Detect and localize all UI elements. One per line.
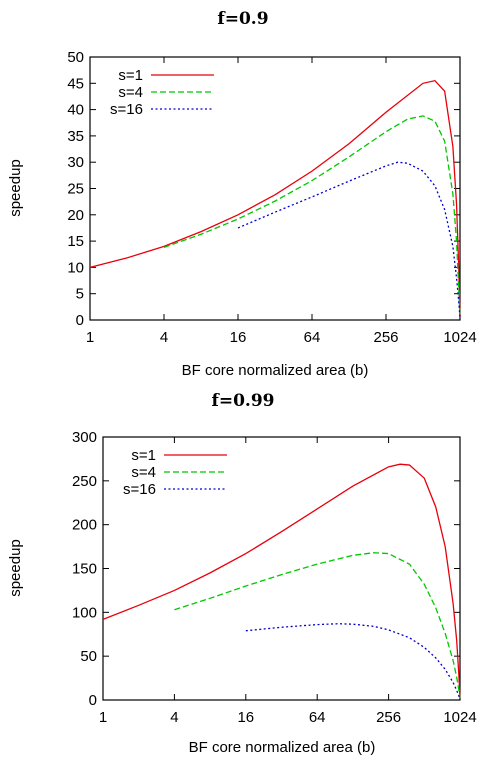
x-tick-label: 64 [309, 709, 326, 726]
y-tick-label: 50 [67, 49, 84, 66]
x-tick-label: 1 [86, 329, 94, 346]
y-axis-label: speedup [7, 539, 24, 597]
series-line-s-1 [102, 463, 461, 699]
series-line-s-16 [237, 161, 461, 318]
legend-label: s=4 [118, 84, 143, 101]
y-axis-label: speedup [7, 159, 24, 217]
series-line-s-4 [163, 115, 461, 318]
x-tick-label: 1024 [443, 329, 476, 346]
legend-label: s=16 [123, 481, 156, 498]
y-tick-label: 0 [76, 312, 84, 329]
x-tick-label: 256 [373, 329, 398, 346]
y-tick-label: 150 [72, 561, 97, 578]
x-tick-label: 16 [230, 329, 247, 346]
y-tick-label: 300 [72, 429, 97, 446]
legend-label: s=4 [131, 464, 156, 481]
y-tick-label: 100 [72, 604, 97, 621]
plot-frame [89, 56, 461, 321]
x-tick-label: 1 [99, 709, 107, 726]
chart-title: f=0.99 [212, 391, 275, 411]
series-line-s-16 [245, 623, 461, 700]
y-tick-label: 0 [89, 692, 97, 709]
legend-label: s=1 [131, 447, 156, 464]
x-axis-label: BF core normalized area (b) [182, 362, 369, 379]
x-tick-label: 1024 [443, 709, 476, 726]
chart-title: f=0.9 [217, 9, 268, 29]
y-tick-label: 35 [67, 128, 84, 145]
legend-label: s=1 [118, 67, 143, 84]
x-tick-label: 4 [170, 709, 178, 726]
y-tick-label: 5 [76, 286, 84, 303]
series-group [89, 79, 461, 318]
y-tick-label: 250 [72, 473, 97, 490]
y-tick-label: 10 [67, 259, 84, 276]
y-tick-label: 25 [67, 181, 84, 198]
x-tick-label: 4 [160, 329, 168, 346]
series-group [102, 463, 461, 700]
series-line-s-4 [174, 552, 461, 699]
y-tick-label: 40 [67, 102, 84, 119]
x-tick-label: 256 [376, 709, 401, 726]
plot-frame [102, 436, 461, 701]
x-tick-label: 64 [304, 329, 321, 346]
chart-f099: f=0.99 0 50 100 150 200 250 300 1 4 16 64 256 1024 s… [7, 391, 477, 756]
y-tick-label: 30 [67, 154, 84, 171]
legend: s=1s=4s=16 [110, 67, 214, 118]
y-tick-label: 15 [67, 233, 84, 250]
axis-ticks: 0 5 10 15 20 25 30 35 40 45 50 1 4 16 64 256 1024 [67, 49, 476, 346]
legend-label: s=16 [110, 101, 143, 118]
x-axis-label: BF core normalized area (b) [189, 739, 376, 756]
y-tick-label: 45 [67, 75, 84, 92]
axis-ticks: 0 50 100 150 200 250 300 1 4 16 64 256 1024 [72, 429, 477, 726]
series-line-s-1 [89, 79, 461, 318]
y-tick-label: 200 [72, 517, 97, 534]
y-tick-label: 20 [67, 207, 84, 224]
y-tick-label: 50 [80, 648, 97, 665]
legend: s=1s=4s=16 [123, 447, 227, 498]
x-tick-label: 16 [237, 709, 254, 726]
